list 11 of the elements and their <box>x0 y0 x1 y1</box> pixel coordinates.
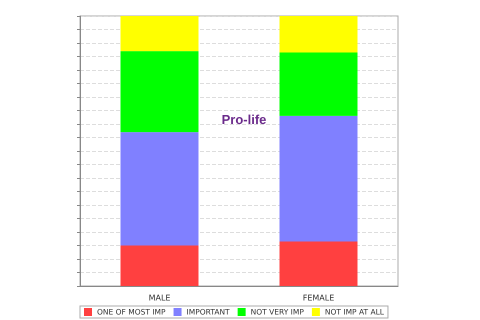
bar <box>120 51 198 132</box>
x-tick-label: FEMALE <box>302 294 334 302</box>
bar <box>280 52 358 116</box>
bar <box>120 16 198 52</box>
bar <box>120 246 198 286</box>
bar <box>120 132 198 246</box>
bar <box>280 16 358 52</box>
bar <box>280 116 358 242</box>
bar <box>280 241 358 286</box>
text: Pro-life <box>222 112 266 127</box>
x-tick-label: MALE <box>148 294 170 302</box>
